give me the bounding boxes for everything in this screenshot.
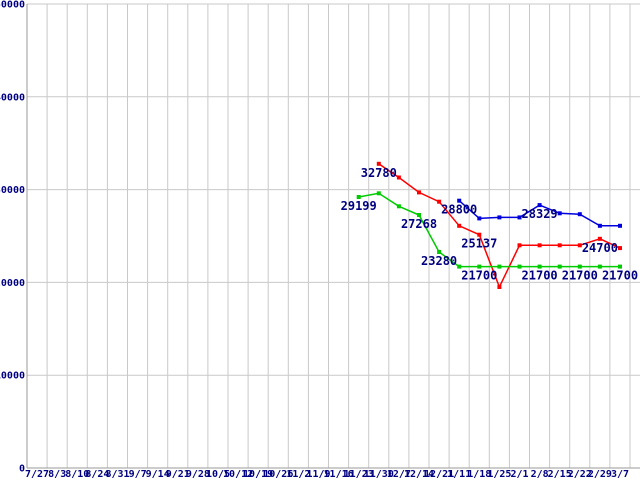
x-tick-label: 11/23 [344,469,374,480]
series-green-point [557,264,562,269]
point-value-label: 24700 [582,241,618,255]
series-red-point [437,199,442,204]
x-tick-label: 9/21 [166,469,190,480]
y-tick-label: 40000 [0,92,25,103]
point-value-label: 21700 [522,269,558,283]
series-red-point [517,243,522,248]
x-tick-label: 10/5 [206,469,230,480]
series-green-point [457,264,462,269]
x-tick-label: 8/3 [48,469,66,480]
series-green-point [597,264,602,269]
x-tick-label: 3/7 [611,469,629,480]
x-tick-label: 2/15 [548,469,572,480]
x-tick-label: 7/27 [25,469,49,480]
series-blue-point [497,215,502,220]
series-green-point [356,195,361,199]
series-blue-point [517,215,522,220]
series-blue-point [597,223,602,228]
x-tick-label: 10/12 [223,469,253,480]
series-blue-point [577,212,582,217]
x-tick-label: 1/25 [487,469,511,480]
point-value-label: 28800 [441,203,477,217]
point-value-label: 32780 [361,166,397,180]
x-tick-label: 10/26 [263,469,293,480]
x-tick-label: 2/8 [531,469,549,480]
series-green-point [437,250,442,254]
x-tick-label: 1/11 [447,469,471,480]
x-tick-label: 2/29 [588,469,612,480]
x-tick-label: 11/30 [364,469,394,480]
series-red-point [597,236,602,241]
series-green-point [497,264,502,269]
series-green-point [517,264,522,269]
series-blue-point [457,198,462,203]
point-value-label: 23280 [421,254,457,268]
point-value-label: 21700 [602,269,638,283]
series-green-point [396,204,401,209]
series-red-point [618,246,622,251]
point-value-label: 27268 [401,217,437,231]
x-tick-label: 8/10 [65,469,89,480]
y-tick-label: 30000 [0,185,25,196]
point-value-label: 28329 [522,207,558,221]
x-tick-label: 8/31 [105,469,129,480]
series-red-point [477,232,482,237]
y-tick-label: 50000 [0,0,25,11]
x-tick-label: 12/7 [387,469,411,480]
x-tick-label: 9/14 [146,469,170,480]
x-tick-label: 2/22 [568,469,592,480]
series-green-point [477,264,482,269]
series-blue-point [618,223,622,228]
series-blue-point [537,203,542,208]
series-red-point [577,243,582,248]
x-tick-label: 12/14 [404,469,434,480]
series-green-point [537,264,542,269]
series-green-point [577,264,582,269]
point-value-label: 29199 [341,199,377,213]
series-blue-point [477,216,482,221]
point-value-label: 25137 [461,237,497,251]
series-red-point [417,190,421,195]
x-tick-label: 1/18 [467,469,491,480]
x-tick-label: 9/28 [186,469,210,480]
series-blue-point [557,211,562,216]
point-value-label: 21700 [562,269,598,283]
x-tick-label: 8/24 [85,469,109,480]
series-green-point [417,213,421,217]
series-red-point [376,161,381,166]
series-red-point [396,175,401,180]
x-tick-label: 11/2 [286,469,310,480]
y-tick-label: 10000 [0,371,25,382]
series-red-point [457,223,462,228]
series-green-point [618,264,622,269]
series-green-line [358,192,620,268]
x-tick-label: 12/21 [424,469,454,480]
y-tick-label: 0 [19,464,25,475]
x-tick-label: 11/9 [306,469,330,480]
series-red-point [557,243,562,248]
x-tick-label: 9/7 [129,469,147,480]
point-value-label: 21700 [461,269,497,283]
series-green-point [376,191,381,196]
x-tick-label: 2/1 [510,469,528,480]
series-red-point [537,243,542,248]
x-tick-label: 11/16 [324,469,354,480]
series-red-point [497,285,502,289]
y-tick-label: 20000 [0,278,25,289]
x-tick-label: 10/19 [243,469,273,480]
